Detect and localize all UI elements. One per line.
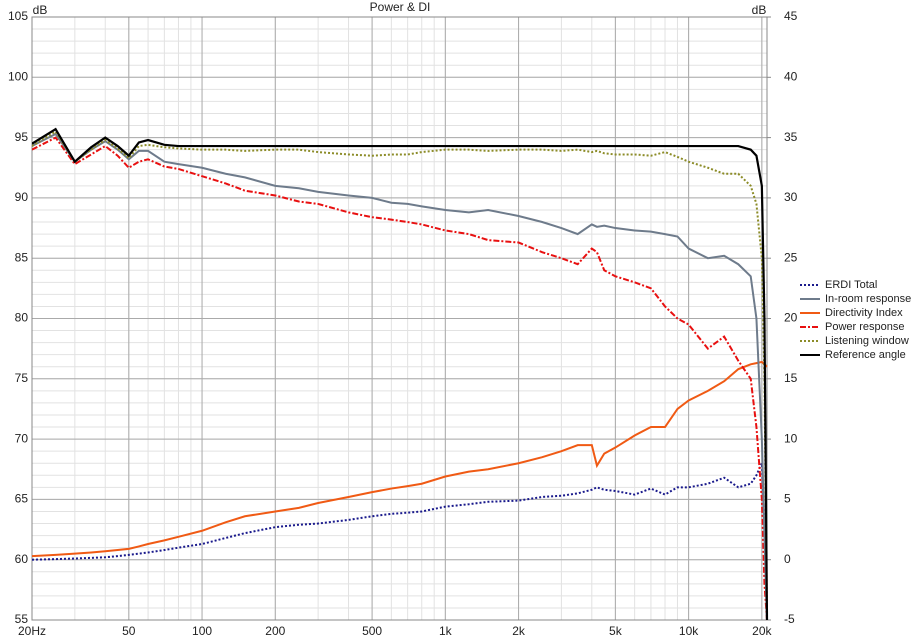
y2-tick-label: 40 [784, 69, 798, 83]
y2-tick-label: 0 [784, 552, 791, 566]
legend-label: ERDI Total [825, 279, 877, 291]
y2-tick-label: 30 [784, 190, 798, 204]
y2-tick-label: 15 [784, 371, 798, 385]
y-tick-label: 85 [15, 250, 29, 264]
series-line [32, 132, 768, 621]
series-line [32, 130, 768, 621]
legend: ERDI Total In-room response Directivity In… [800, 279, 911, 361]
x-tick-label: 2k [512, 624, 526, 638]
y-tick-label: 70 [15, 431, 29, 445]
x-tick-label: 20k [752, 624, 772, 638]
legend-label: Listening window [825, 335, 909, 347]
x-tick-label: 500 [362, 624, 382, 638]
series-line [32, 462, 768, 621]
y-axis-label: dB [33, 3, 48, 17]
legend-label: Power response [825, 321, 905, 333]
y2-tick-label: 25 [784, 250, 798, 264]
y-tick-label: 90 [15, 190, 29, 204]
y2-tick-label: 45 [784, 9, 798, 23]
x-tick-label: 200 [265, 624, 285, 638]
y2-tick-label: 35 [784, 130, 798, 144]
y2-tick-label: 20 [784, 311, 798, 325]
x-tick-label: 1k [439, 624, 453, 638]
chart-title: Power & DI [370, 0, 431, 14]
y-tick-label: 60 [15, 552, 29, 566]
y-tick-label: 100 [8, 69, 28, 83]
y-tick-label: 75 [15, 371, 29, 385]
x-tick-label: 10k [679, 624, 699, 638]
y-tick-label: 105 [8, 9, 28, 23]
y-tick-label: 80 [15, 311, 29, 325]
x-tick-label: 100 [192, 624, 212, 638]
y2-tick-label: 10 [784, 431, 798, 445]
x-tick-label: 5k [609, 624, 623, 638]
y-tick-label: 65 [15, 492, 29, 506]
legend-label: Reference angle [825, 349, 906, 361]
y2-axis-label: dB [752, 3, 767, 17]
x-tick-label: 20Hz [18, 624, 46, 638]
series-line [32, 127, 769, 621]
plot-frame [31, 16, 768, 621]
y-tick-label: 95 [15, 130, 29, 144]
legend-label: In-room response [825, 293, 911, 305]
y2-tick-label: 5 [784, 492, 791, 506]
y2-tick-label: -5 [784, 612, 795, 626]
x-tick-label: 50 [122, 624, 136, 638]
legend-label: Directivity Index [825, 307, 903, 319]
series-line [32, 136, 768, 621]
y-tick-label: 55 [15, 612, 29, 626]
series-line [32, 360, 768, 558]
